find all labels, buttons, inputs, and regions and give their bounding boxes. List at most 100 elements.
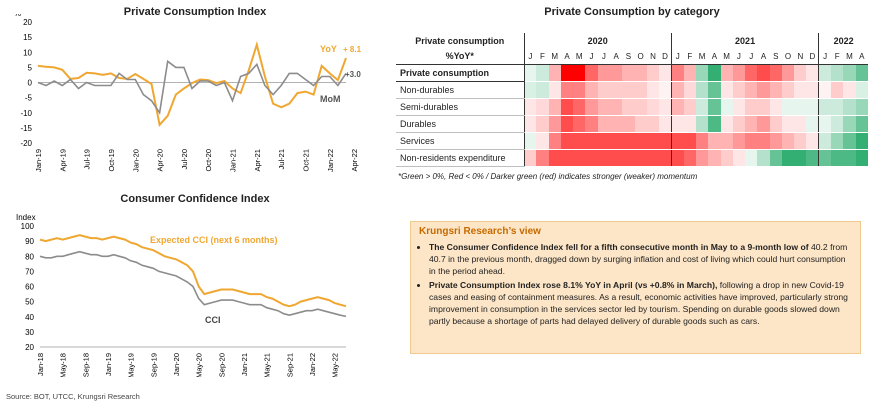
heatmap-cell	[757, 64, 770, 83]
heatmap-cell	[745, 64, 758, 83]
y-tick-label: 10	[23, 48, 32, 57]
x-tick-label: Oct-19	[107, 149, 116, 172]
x-tick-label: Jan-22	[308, 353, 317, 376]
heatmap-cell	[560, 115, 574, 133]
heatmap-cell	[757, 115, 770, 133]
heatmap-month-label: O	[634, 48, 647, 66]
heatmap-cell	[806, 98, 819, 117]
heatmap-cell	[560, 64, 574, 83]
heatmap-cell	[548, 115, 561, 133]
heatmap-cell	[720, 64, 733, 83]
heatmap-cell	[536, 98, 549, 117]
heatmap-cell	[609, 149, 623, 168]
heatmap-cell	[548, 132, 561, 150]
x-tick-label: Jan-20	[131, 149, 140, 172]
y-axis-unit: %	[14, 14, 21, 18]
heatmap-footnote: *Green > 0%, Red < 0% / Darker green (re…	[398, 172, 698, 181]
heatmap-cell	[732, 98, 746, 117]
heatmap-cell	[670, 149, 684, 168]
pci-chart-title: Private Consumption Index	[123, 6, 267, 18]
heatmap-cell	[659, 64, 672, 83]
heatmap-cell	[831, 149, 844, 168]
heatmap-cell	[781, 98, 795, 117]
y-tick-label: 90	[25, 237, 34, 246]
heatmap-cell	[659, 81, 672, 100]
heatmap-cell	[831, 64, 844, 83]
heatmap-month-label: A	[757, 48, 770, 66]
heatmap-cell	[769, 132, 782, 150]
heatmap-month-label: M	[695, 48, 709, 66]
mom-value: +3.0	[345, 70, 361, 79]
heatmap-cell	[720, 81, 733, 100]
heatmap-cell	[855, 64, 868, 83]
heatmap-month-label: J	[670, 48, 684, 66]
heatmap-cell	[781, 115, 795, 133]
heatmap-cell	[843, 98, 856, 117]
heatmap-cell	[683, 115, 696, 133]
heatmap-year-2020: 2020	[523, 33, 672, 49]
heatmap-month-label: J	[585, 48, 598, 66]
expected-cci-label: Expected CCI (next 6 months)	[150, 235, 278, 245]
heatmap-cell	[536, 132, 549, 150]
heatmap-cell	[646, 115, 660, 133]
x-tick-label: May-21	[263, 353, 272, 377]
mom-label: MoM	[320, 94, 341, 104]
heatmap-cell	[732, 115, 746, 133]
x-tick-label: May-20	[195, 353, 204, 377]
heatmap-cell	[609, 81, 623, 100]
view-bullet-pci: Private Consumption Index rose 8.1% YoY …	[429, 279, 852, 327]
heatmap-cell	[683, 132, 696, 150]
y-tick-label: 40	[25, 313, 34, 322]
heatmap-cell	[708, 149, 721, 168]
series-line-1	[39, 234, 347, 308]
heatmap-cell	[609, 98, 623, 117]
heatmap-cell	[548, 149, 561, 168]
heatmap-month-label: A	[560, 48, 574, 66]
heatmap-cell	[609, 64, 623, 83]
x-tick-label: May-19	[127, 353, 136, 377]
heatmap-month-label: J	[732, 48, 746, 66]
heatmap-cell	[597, 115, 610, 133]
heatmap-cell	[769, 98, 782, 117]
heatmap-month-label: F	[831, 48, 844, 66]
x-tick-label: Jul-19	[83, 149, 92, 169]
heatmap-cell	[683, 149, 696, 168]
heatmap-cell	[683, 64, 696, 83]
heatmap-cell	[523, 64, 537, 83]
heatmap-cell	[646, 132, 660, 150]
heatmap-cell	[683, 98, 696, 117]
heatmap-cell	[597, 64, 610, 83]
heatmap-month-label: M	[843, 48, 856, 66]
heatmap-cell	[794, 149, 807, 168]
heatmap-unit-label: %YoY*	[396, 48, 525, 66]
yoy-value: + 8.1	[343, 45, 362, 54]
y-tick-label: 15	[23, 33, 32, 42]
heatmap-month-label: J	[523, 48, 537, 66]
heatmap-cell	[720, 149, 733, 168]
heatmap-cell	[634, 98, 647, 117]
yoy-label: YoY	[320, 44, 337, 54]
heatmap-month-label: J	[597, 48, 610, 66]
heatmap-cell	[523, 81, 537, 100]
heatmap-cell	[659, 132, 672, 150]
heatmap-cell	[536, 64, 549, 83]
heatmap-cell	[757, 149, 770, 168]
heatmap-cell	[573, 115, 586, 133]
heatmap-row-label: Non-durables	[396, 81, 525, 100]
heatmap-cell	[523, 132, 537, 150]
heatmap-month-label: D	[659, 48, 672, 66]
heatmap-cell	[818, 115, 832, 133]
heatmap-year-2022: 2022	[818, 33, 868, 49]
heatmap-cell	[831, 98, 844, 117]
heatmap-cell	[622, 98, 635, 117]
y-tick-label: -10	[20, 109, 32, 118]
y-tick-label: 20	[23, 18, 32, 27]
heatmap-cell	[843, 149, 856, 168]
heatmap-cell	[585, 98, 598, 117]
heatmap-cell	[843, 64, 856, 83]
heatmap-cell	[781, 132, 795, 150]
heatmap-cell	[670, 98, 684, 117]
heatmap-cell	[622, 149, 635, 168]
heatmap-cell	[585, 149, 598, 168]
